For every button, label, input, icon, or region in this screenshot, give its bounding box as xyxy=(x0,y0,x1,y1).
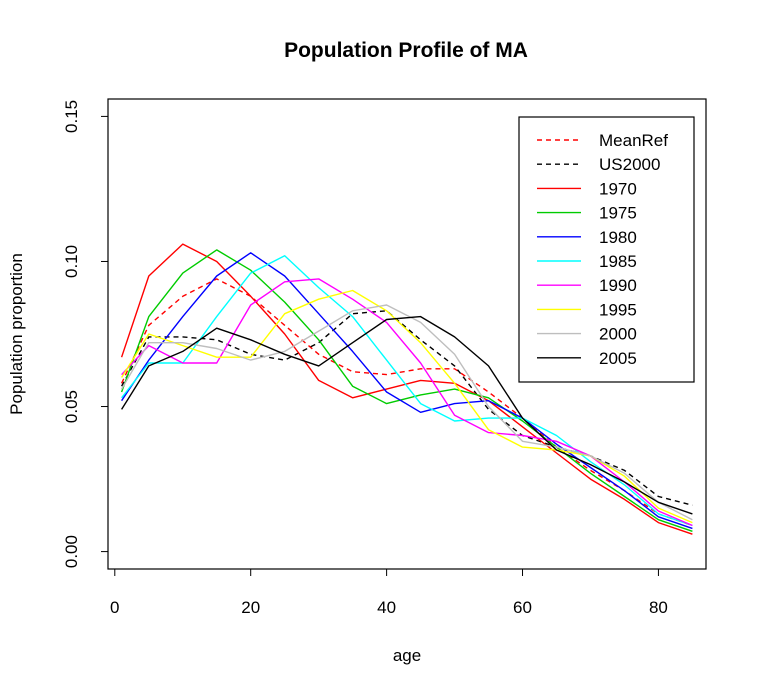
legend-label-1990: 1990 xyxy=(599,276,637,295)
legend: MeanRef US2000 1970 1975 1980 1985 1990 1995 200… xyxy=(518,116,695,383)
legend-label-1975: 1975 xyxy=(599,204,637,223)
series-line-us2000 xyxy=(120,310,693,506)
y-axis: 0.00 0.05 0.10 0.15 xyxy=(62,100,109,568)
y-axis-label: Population proportion xyxy=(7,253,26,415)
x-axis: 0 20 40 60 80 xyxy=(110,568,668,617)
series-line-2000 xyxy=(120,304,693,521)
x-tick-label: 80 xyxy=(649,598,668,617)
x-tick-label: 0 xyxy=(110,598,119,617)
x-tick-label: 40 xyxy=(377,598,396,617)
legend-box xyxy=(518,116,695,383)
series-line-meanref xyxy=(120,278,693,527)
series-line-1990 xyxy=(121,278,693,527)
legend-label-us2000: US2000 xyxy=(599,155,660,174)
y-tick-label: 0.00 xyxy=(62,535,81,568)
x-axis-label: age xyxy=(393,646,421,665)
series-line-1985 xyxy=(121,254,693,527)
legend-label-1970: 1970 xyxy=(599,179,637,198)
chart-title: Population Profile of MA xyxy=(284,39,528,62)
legend-label-1985: 1985 xyxy=(599,252,637,271)
legend-label-meanref: MeanRef xyxy=(599,131,668,150)
y-tick-label: 0.15 xyxy=(62,100,81,133)
series-line-2005 xyxy=(121,315,693,515)
legend-label-1995: 1995 xyxy=(599,300,637,319)
series-line-1980 xyxy=(121,252,693,530)
legend-label-1980: 1980 xyxy=(599,228,637,247)
x-tick-label: 20 xyxy=(241,598,260,617)
x-tick-label: 60 xyxy=(513,598,532,617)
legend-label-2000: 2000 xyxy=(599,325,637,344)
y-tick-label: 0.10 xyxy=(62,245,81,278)
series-line-1975 xyxy=(120,249,693,532)
series-line-1970 xyxy=(120,243,693,535)
legend-label-2005: 2005 xyxy=(599,349,637,368)
y-tick-label: 0.05 xyxy=(62,390,81,423)
series-lines xyxy=(120,243,693,535)
